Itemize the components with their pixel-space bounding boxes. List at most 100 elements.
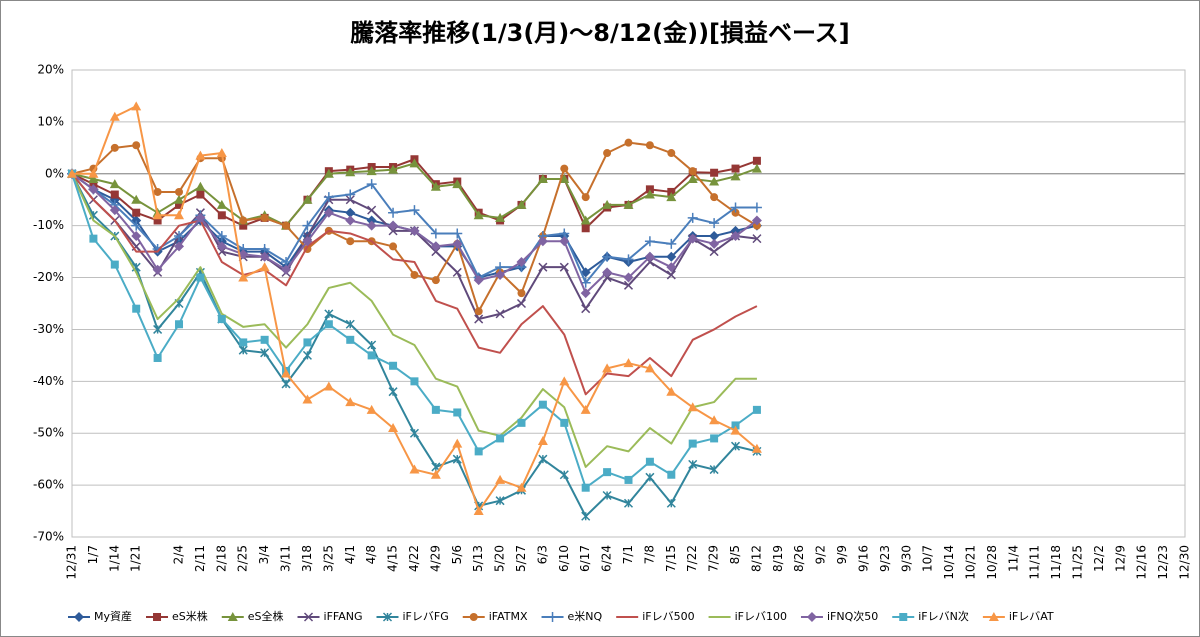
data-point	[89, 234, 98, 243]
data-point	[238, 272, 249, 282]
y-tick-label: -70%	[33, 530, 64, 544]
data-point	[259, 262, 270, 272]
data-point	[217, 247, 227, 257]
data-point	[623, 199, 634, 209]
data-point	[366, 404, 377, 414]
data-point	[709, 218, 720, 229]
x-tick-label: 12/31	[65, 545, 79, 580]
data-point	[260, 213, 269, 222]
data-point	[239, 216, 248, 225]
data-point	[603, 149, 612, 158]
x-tick-label: 11/18	[1049, 545, 1063, 580]
data-point	[709, 247, 719, 257]
data-point	[666, 386, 677, 396]
x-tick-label: 7/8	[642, 545, 656, 564]
data-point	[452, 454, 462, 464]
data-point	[496, 434, 505, 443]
data-point	[131, 101, 142, 111]
x-tick-label: 3/25	[321, 545, 335, 572]
x-tick-label: 3/4	[257, 545, 271, 564]
data-point	[688, 439, 697, 448]
data-point	[216, 231, 227, 242]
data-point	[67, 168, 77, 178]
data-point	[688, 167, 697, 176]
x-tick-label: 7/22	[685, 545, 699, 572]
legend-label: iFFANG	[324, 610, 363, 623]
data-point	[410, 377, 419, 386]
data-point	[216, 241, 227, 252]
legend-marker	[153, 613, 162, 621]
data-point	[473, 210, 484, 220]
data-point	[473, 275, 484, 286]
data-point	[174, 241, 185, 252]
legend-marker	[469, 613, 478, 621]
data-point	[452, 438, 463, 448]
data-point	[666, 270, 676, 280]
data-point	[666, 498, 676, 508]
data-point	[131, 194, 142, 204]
data-point	[495, 496, 505, 506]
data-point	[216, 148, 227, 158]
y-tick-label: -10%	[33, 218, 64, 232]
data-point	[731, 208, 740, 217]
data-point	[645, 472, 655, 482]
data-point	[196, 190, 205, 199]
x-tick-label: 4/29	[428, 545, 442, 572]
data-point	[580, 215, 591, 225]
data-point	[752, 234, 762, 244]
data-point	[516, 256, 527, 267]
data-point	[175, 187, 184, 196]
data-point	[751, 163, 762, 173]
x-tick-label: 7/29	[707, 545, 721, 572]
data-point	[281, 379, 291, 389]
data-point	[516, 199, 527, 209]
x-tick-label: 5/6	[450, 545, 464, 564]
legend-label: My資産	[94, 610, 132, 623]
data-point	[89, 180, 98, 189]
data-point	[389, 361, 398, 370]
data-point	[388, 387, 398, 397]
x-tick-label: 4/8	[364, 545, 378, 564]
data-point	[324, 320, 333, 329]
x-tick-label: 12/30	[1178, 545, 1192, 580]
data-point	[580, 288, 591, 299]
x-tick-label: 12/23	[1156, 545, 1170, 580]
data-point	[88, 184, 99, 195]
legend-marker	[382, 612, 393, 622]
x-tick-label: 8/5	[728, 545, 742, 564]
data-point	[366, 215, 377, 226]
data-point	[538, 400, 547, 409]
data-point	[495, 269, 506, 280]
data-point	[559, 376, 570, 386]
data-point	[752, 156, 761, 165]
data-point	[153, 216, 162, 225]
legend-item: iFATMX	[462, 610, 528, 623]
data-point	[88, 173, 99, 183]
data-point	[602, 199, 613, 209]
data-point	[731, 164, 740, 173]
legend-label: iFレバFG	[403, 610, 449, 623]
data-point	[110, 260, 119, 269]
data-point	[152, 210, 163, 220]
data-point	[302, 220, 313, 231]
data-point	[495, 474, 506, 484]
data-point	[431, 247, 441, 257]
data-point	[473, 506, 484, 516]
data-point	[603, 468, 612, 477]
x-tick-label: 6/10	[557, 545, 571, 572]
data-point	[282, 221, 291, 230]
data-point	[452, 179, 463, 189]
data-point	[153, 187, 162, 196]
data-point	[366, 220, 377, 231]
data-point	[709, 465, 719, 475]
data-point	[131, 231, 142, 242]
data-point	[302, 350, 312, 360]
x-tick-label: 9/2	[814, 545, 828, 564]
data-point	[581, 224, 590, 233]
x-tick-label: 9/30	[899, 545, 913, 572]
data-point	[195, 212, 206, 223]
data-point	[152, 264, 163, 275]
legend-item: e米NQ	[541, 610, 603, 623]
data-point	[516, 482, 527, 492]
data-point	[110, 190, 119, 199]
